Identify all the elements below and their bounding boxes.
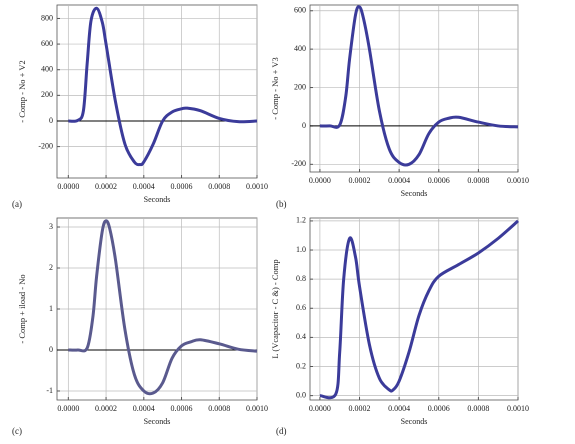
y-axis-label: - Comp + iload - No xyxy=(17,274,27,343)
panel-label: (b) xyxy=(276,199,287,209)
x-tick-label: 0.0006 xyxy=(428,404,450,413)
x-tick-label: 0.0010 xyxy=(246,182,268,191)
x-axis-label: Seconds xyxy=(401,189,428,198)
y-tick-label: 200 xyxy=(41,90,53,99)
y-tick-label: 800 xyxy=(41,13,53,22)
x-tick-label: 0.0000 xyxy=(57,404,79,413)
panel-label: (d) xyxy=(276,426,287,436)
x-tick-label: 0.0002 xyxy=(349,176,371,185)
panel-label: (a) xyxy=(12,199,22,209)
data-line xyxy=(68,6,258,167)
x-tick-label: 0.0010 xyxy=(507,176,529,185)
y-tick-label: 1.0 xyxy=(296,245,306,254)
data-line xyxy=(68,219,258,396)
x-tick-label: 0.0004 xyxy=(388,404,410,413)
x-tick-label: 0.0008 xyxy=(467,404,489,413)
y-tick-label: 1 xyxy=(49,304,53,313)
y-tick-label: -200 xyxy=(291,159,306,168)
y-axis-label: - Comp - No + V2 xyxy=(17,60,27,122)
y-tick-label: 0.4 xyxy=(296,332,306,341)
x-tick-label: 0.0008 xyxy=(208,182,230,191)
y-tick-label: 400 xyxy=(294,44,306,53)
x-tick-label: 0.0004 xyxy=(133,404,155,413)
y-tick-label: 0.6 xyxy=(296,303,306,312)
x-tick-label: 0.0008 xyxy=(467,176,489,185)
x-axis-label: Seconds xyxy=(401,417,428,426)
y-axis-label: - Comp - No + V3 xyxy=(270,57,280,119)
y-tick-label: 0.2 xyxy=(296,361,306,370)
y-tick-label: -1 xyxy=(46,386,53,395)
plot-area xyxy=(309,4,519,173)
y-tick-label: 0 xyxy=(49,345,53,354)
x-tick-label: 0.0006 xyxy=(171,404,193,413)
panel-label: (c) xyxy=(12,426,22,436)
data-line xyxy=(319,219,519,400)
x-axis-label: Seconds xyxy=(144,195,171,204)
y-tick-label: 0.8 xyxy=(296,274,306,283)
y-tick-label: 600 xyxy=(294,6,306,15)
y-axis-label: L (Vcapacitor - C &) - Comp xyxy=(270,259,280,358)
y-tick-label: 0.0 xyxy=(296,390,306,399)
y-tick-label: 2 xyxy=(49,263,53,272)
x-tick-label: 0.0010 xyxy=(507,404,529,413)
x-axis-label: Seconds xyxy=(144,417,171,426)
x-tick-label: 0.0002 xyxy=(95,404,117,413)
plot-area xyxy=(56,4,258,179)
y-tick-label: -200 xyxy=(38,141,53,150)
x-tick-label: 0.0010 xyxy=(246,404,268,413)
x-tick-label: 0.0008 xyxy=(208,404,230,413)
y-tick-label: 600 xyxy=(41,39,53,48)
x-tick-label: 0.0004 xyxy=(133,182,155,191)
x-tick-label: 0.0006 xyxy=(428,176,450,185)
y-tick-label: 1.2 xyxy=(296,216,306,225)
y-tick-label: 200 xyxy=(294,82,306,91)
data-line xyxy=(319,5,519,167)
y-tick-label: 400 xyxy=(41,65,53,74)
y-tick-label: 3 xyxy=(49,222,53,231)
x-tick-label: 0.0002 xyxy=(95,182,117,191)
x-tick-label: 0.0000 xyxy=(57,182,79,191)
x-tick-label: 0.0000 xyxy=(309,176,331,185)
x-tick-label: 0.0004 xyxy=(388,176,410,185)
y-tick-label: 0 xyxy=(302,121,306,130)
x-tick-label: 0.0006 xyxy=(171,182,193,191)
y-tick-label: 0 xyxy=(49,116,53,125)
x-tick-label: 0.0002 xyxy=(349,404,371,413)
x-tick-label: 0.0000 xyxy=(309,404,331,413)
